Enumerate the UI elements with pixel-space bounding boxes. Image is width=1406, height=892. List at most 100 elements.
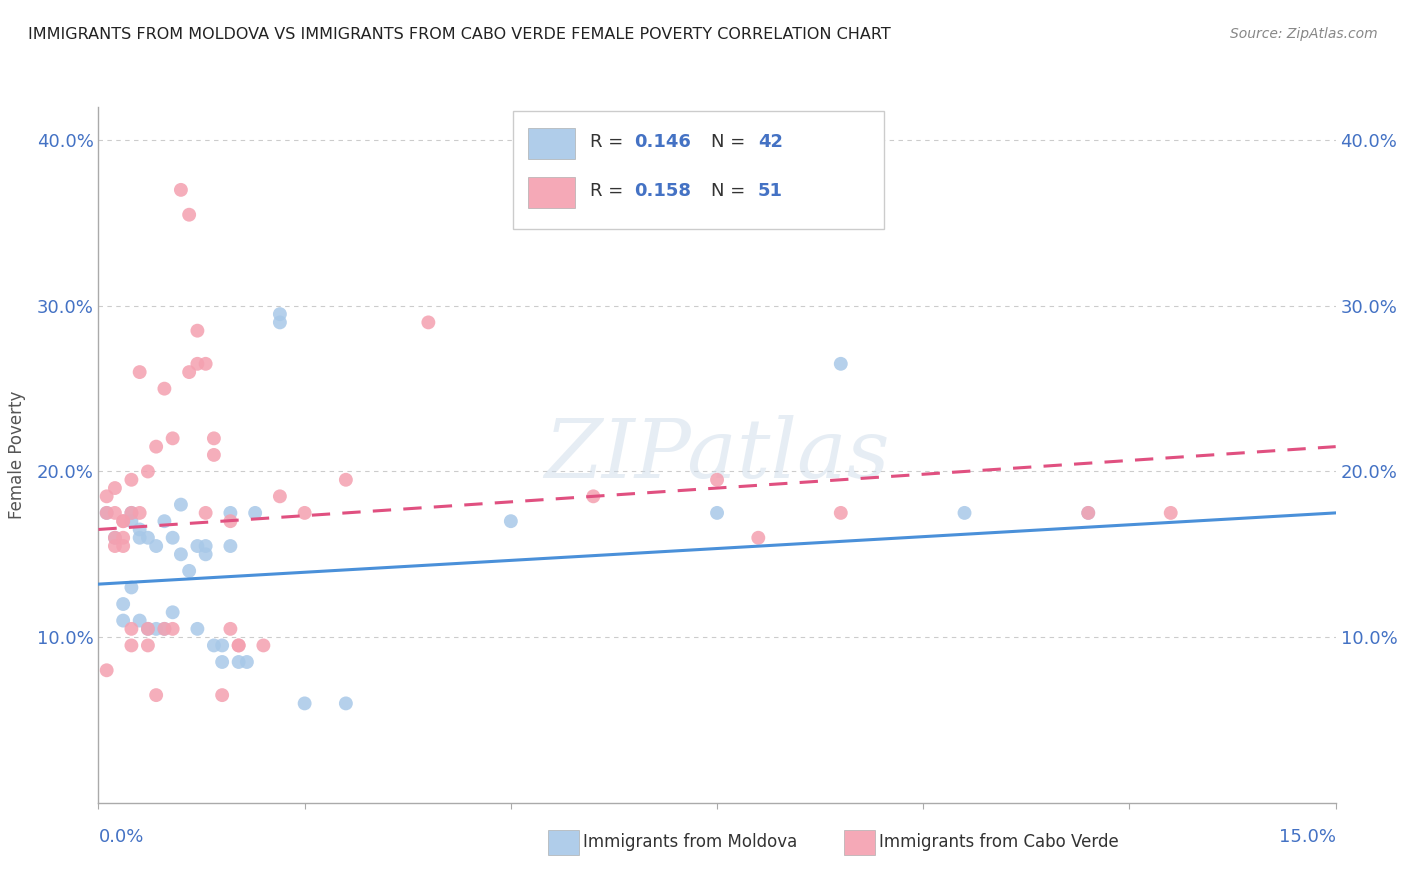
Point <box>128 523 150 537</box>
Point <box>162 531 184 545</box>
Text: 15.0%: 15.0% <box>1278 828 1336 846</box>
Text: 51: 51 <box>758 182 783 200</box>
Point <box>179 208 201 222</box>
Point <box>120 473 142 487</box>
Point <box>747 531 769 545</box>
Point <box>706 473 728 487</box>
Point <box>162 431 184 445</box>
FancyBboxPatch shape <box>513 111 884 229</box>
Point <box>112 531 135 545</box>
Point <box>170 547 193 561</box>
Text: 0.0%: 0.0% <box>98 828 143 846</box>
Point <box>269 315 291 329</box>
Text: ZIPatlas: ZIPatlas <box>544 415 890 495</box>
Point <box>228 655 250 669</box>
Text: 42: 42 <box>758 133 783 151</box>
Point <box>211 688 233 702</box>
Point <box>145 688 167 702</box>
Point <box>104 539 127 553</box>
Point <box>269 489 291 503</box>
Point <box>145 622 167 636</box>
Point <box>219 506 242 520</box>
Point <box>219 514 242 528</box>
Point <box>120 622 142 636</box>
Point <box>194 506 217 520</box>
Text: R =: R = <box>589 133 628 151</box>
Point <box>136 622 159 636</box>
Point <box>112 597 135 611</box>
Y-axis label: Female Poverty: Female Poverty <box>7 391 25 519</box>
Point <box>145 440 167 454</box>
Point <box>136 639 159 653</box>
Point <box>112 539 135 553</box>
Point <box>202 448 225 462</box>
Point <box>830 506 852 520</box>
Point <box>186 324 208 338</box>
Point <box>128 614 150 628</box>
Point <box>162 605 184 619</box>
Point <box>186 539 208 553</box>
Point <box>706 506 728 520</box>
Point <box>128 531 150 545</box>
Point <box>202 431 225 445</box>
Text: R =: R = <box>589 182 628 200</box>
Point <box>252 639 274 653</box>
Point <box>162 622 184 636</box>
Point <box>219 622 242 636</box>
Point <box>96 506 118 520</box>
Point <box>830 357 852 371</box>
Point <box>104 531 127 545</box>
Point <box>1077 506 1099 520</box>
Point <box>194 539 217 553</box>
Point <box>953 506 976 520</box>
Point <box>228 639 250 653</box>
Point <box>128 506 150 520</box>
Point <box>120 514 142 528</box>
Point <box>228 639 250 653</box>
Point <box>194 357 217 371</box>
Point <box>294 697 316 711</box>
Point <box>179 365 201 379</box>
Text: Immigrants from Moldova: Immigrants from Moldova <box>583 833 797 851</box>
Point <box>335 697 357 711</box>
Point <box>104 531 127 545</box>
Point <box>145 539 167 553</box>
Point <box>128 365 150 379</box>
FancyBboxPatch shape <box>527 177 575 208</box>
Point <box>499 514 522 528</box>
Text: 0.146: 0.146 <box>634 133 690 151</box>
Point <box>120 506 142 520</box>
Point <box>153 382 176 396</box>
Point <box>120 639 142 653</box>
Point <box>153 622 176 636</box>
Point <box>219 539 242 553</box>
Point <box>112 514 135 528</box>
Point <box>202 639 225 653</box>
Point <box>236 655 259 669</box>
Point <box>243 506 266 520</box>
Point <box>170 498 193 512</box>
Point <box>582 489 605 503</box>
Text: Immigrants from Cabo Verde: Immigrants from Cabo Verde <box>879 833 1119 851</box>
Point <box>211 639 233 653</box>
Text: IMMIGRANTS FROM MOLDOVA VS IMMIGRANTS FROM CABO VERDE FEMALE POVERTY CORRELATION: IMMIGRANTS FROM MOLDOVA VS IMMIGRANTS FR… <box>28 27 891 42</box>
Point <box>120 581 142 595</box>
Point <box>104 481 127 495</box>
Point <box>269 307 291 321</box>
Point <box>136 465 159 479</box>
Point <box>418 315 440 329</box>
Text: N =: N = <box>711 182 751 200</box>
Text: N =: N = <box>711 133 751 151</box>
Text: Source: ZipAtlas.com: Source: ZipAtlas.com <box>1230 27 1378 41</box>
Point <box>335 473 357 487</box>
Point <box>96 489 118 503</box>
Point <box>1160 506 1182 520</box>
Point <box>211 655 233 669</box>
Point <box>153 514 176 528</box>
FancyBboxPatch shape <box>527 128 575 159</box>
Point <box>96 506 118 520</box>
Point <box>179 564 201 578</box>
Point <box>170 183 193 197</box>
Point <box>136 622 159 636</box>
Point <box>1077 506 1099 520</box>
